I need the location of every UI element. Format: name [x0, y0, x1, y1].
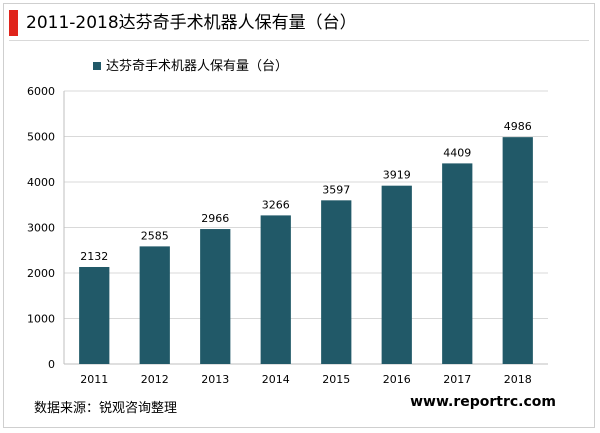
data-label-2014: 3266	[262, 198, 290, 211]
data-label-2016: 3919	[383, 169, 411, 182]
bar-2012	[139, 246, 170, 364]
bar-2011	[79, 266, 110, 364]
data-label-2012: 2585	[141, 229, 169, 242]
x-tick-label-2018: 2018	[504, 373, 532, 386]
data-label-2018: 4986	[504, 120, 532, 133]
x-tick-label-2014: 2014	[262, 373, 290, 386]
data-label-2015: 3597	[322, 183, 350, 196]
page-title: 2011-2018达芬奇手术机器人保有量（台）	[26, 13, 357, 33]
legend-label: 达芬奇手术机器人保有量（台）	[106, 58, 288, 74]
x-tick-label-2015: 2015	[322, 373, 350, 386]
bar-2015	[321, 200, 352, 364]
y-tick-label-0: 0	[48, 358, 55, 371]
x-tick-label-2013: 2013	[201, 373, 229, 386]
y-tick-label-3000: 3000	[27, 222, 55, 235]
y-tick-label-5000: 5000	[27, 131, 55, 144]
y-tick-label-4000: 4000	[27, 176, 55, 189]
data-label-2017: 4409	[443, 146, 471, 159]
x-tick-label-2012: 2012	[141, 373, 169, 386]
bar-2018	[502, 137, 533, 364]
bar-2016	[381, 185, 412, 364]
title-divider	[9, 40, 589, 41]
website-link[interactable]: www.reportrc.com	[410, 394, 556, 410]
title-accent-bar	[9, 10, 18, 36]
bar-2017	[442, 163, 473, 364]
legend-swatch	[93, 62, 101, 70]
data-label-2011: 2132	[80, 250, 108, 263]
data-source: 数据来源：锐观咨询整理	[34, 401, 178, 416]
y-tick-label-2000: 2000	[27, 267, 55, 280]
y-tick-label-1000: 1000	[27, 313, 55, 326]
x-tick-label-2016: 2016	[383, 373, 411, 386]
y-tick-label-6000: 6000	[27, 85, 55, 98]
data-label-2013: 2966	[201, 212, 229, 225]
bar-2013	[200, 229, 231, 364]
x-tick-label-2011: 2011	[80, 373, 108, 386]
bar-2014	[260, 215, 291, 364]
x-tick-label-2017: 2017	[443, 373, 471, 386]
